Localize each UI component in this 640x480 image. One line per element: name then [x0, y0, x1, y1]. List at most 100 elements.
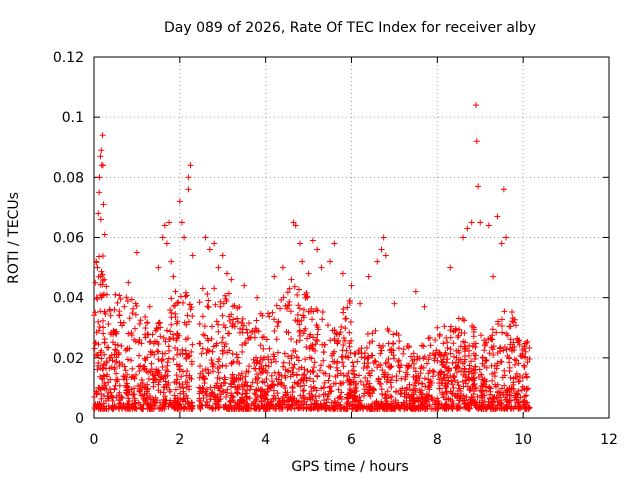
data-point-cloud [101, 339, 108, 346]
data-point-cloud [513, 370, 520, 377]
data-point-cloud [314, 373, 321, 380]
data-point-cloud [511, 390, 518, 397]
data-point-cloud [493, 329, 500, 336]
data-point-cloud [440, 340, 447, 347]
data-point-cloud [469, 397, 476, 404]
data-point-cloud [340, 379, 347, 386]
data-point-cloud [146, 339, 153, 346]
data-point-cloud [455, 332, 462, 339]
data-point-cloud [203, 349, 210, 356]
data-point-cloud [365, 360, 372, 367]
data-point-cloud [221, 343, 228, 350]
data-point-cloud [116, 312, 123, 319]
data-point-cloud [445, 367, 452, 374]
data-point [299, 258, 306, 265]
data-point-cloud [473, 401, 480, 408]
data-point-cloud [283, 328, 290, 335]
data-point-cloud [142, 334, 149, 341]
data-point-cloud [313, 403, 320, 410]
data-point-cloud [101, 362, 108, 369]
data-point-cloud [361, 392, 368, 399]
data-point-cloud [404, 404, 411, 411]
data-point-cloud [347, 318, 354, 325]
data-point-cloud [447, 327, 454, 334]
grid [94, 57, 609, 418]
data-point-cloud [313, 397, 320, 404]
data-point-cloud [100, 372, 107, 379]
data-point-cloud [489, 394, 496, 401]
data-point-cloud [216, 375, 223, 382]
data-point-cloud [340, 305, 347, 312]
data-point-cloud [470, 333, 477, 340]
data-point-cloud [452, 364, 459, 371]
y-tick-label: 0.1 [62, 110, 84, 126]
data-point-cloud [346, 340, 353, 347]
data-point-cloud [128, 296, 135, 303]
data-point-cloud [249, 327, 256, 334]
data-point-cloud [182, 289, 189, 296]
data-point-cloud [295, 405, 302, 412]
data-point-cloud [363, 344, 370, 351]
data-point-cloud [253, 386, 260, 393]
data-point-cloud [519, 398, 526, 405]
data-point-cloud [101, 276, 108, 283]
data-point-cloud [124, 298, 131, 305]
data-point-cloud [443, 402, 450, 409]
data-point-cloud [300, 387, 307, 394]
data-point [305, 270, 312, 277]
data-point-cloud [99, 277, 106, 284]
data-point-cloud [187, 306, 194, 313]
data-point-cloud [260, 365, 267, 372]
data-point-cloud [397, 405, 404, 412]
data-point-cloud [222, 340, 229, 347]
data-point-cloud [135, 339, 142, 346]
data-point-cloud [97, 273, 104, 280]
data-point-cloud [234, 389, 241, 396]
data-point-cloud [468, 394, 475, 401]
data-point [314, 246, 321, 253]
data-point-cloud [209, 363, 216, 370]
data-point-cloud [439, 361, 446, 368]
data-point-cloud [164, 368, 171, 375]
data-point [228, 276, 235, 283]
data-point-cloud [347, 387, 354, 394]
data-point-cloud [486, 350, 493, 357]
data-point-cloud [497, 399, 504, 406]
data-point-cloud [259, 378, 266, 385]
data-point-cloud [449, 381, 456, 388]
data-point-cloud [514, 399, 521, 406]
data-point-cloud [132, 325, 139, 332]
data-point-cloud [178, 373, 185, 380]
data-point-cloud [238, 400, 245, 407]
data-point-cloud [494, 360, 501, 367]
data-point-cloud [506, 397, 513, 404]
data-point-cloud [103, 344, 110, 351]
data-point-cloud [280, 363, 287, 370]
data-point-cloud [151, 351, 158, 358]
data-point-cloud [511, 356, 518, 363]
data-point [166, 219, 173, 226]
y-tick-labels: 0 0.02 0.04 0.06 0.08 0.1 0.12 [53, 50, 84, 427]
data-point-cloud [391, 405, 398, 412]
data-point-cloud [129, 365, 136, 372]
data-point-cloud [462, 345, 469, 352]
data-point-cloud [155, 348, 162, 355]
data-point-cloud [114, 299, 121, 306]
data-point-cloud [252, 325, 259, 332]
data-point-cloud [202, 366, 209, 373]
data-point-cloud [372, 327, 379, 334]
data-point-cloud [271, 369, 278, 376]
data-point-cloud [419, 381, 426, 388]
data-point-cloud [367, 384, 374, 391]
data-point-cloud [422, 402, 429, 409]
data-point-cloud [207, 384, 214, 391]
data-point-cloud [522, 404, 529, 411]
data-point-cloud [163, 384, 170, 391]
data-point-cloud [253, 387, 260, 394]
data-point-cloud [509, 318, 516, 325]
data-point-cloud [370, 386, 377, 393]
data-point-cloud [490, 343, 497, 350]
data-point-cloud [141, 363, 148, 370]
data-point-cloud [213, 318, 220, 325]
data-point [96, 189, 103, 196]
